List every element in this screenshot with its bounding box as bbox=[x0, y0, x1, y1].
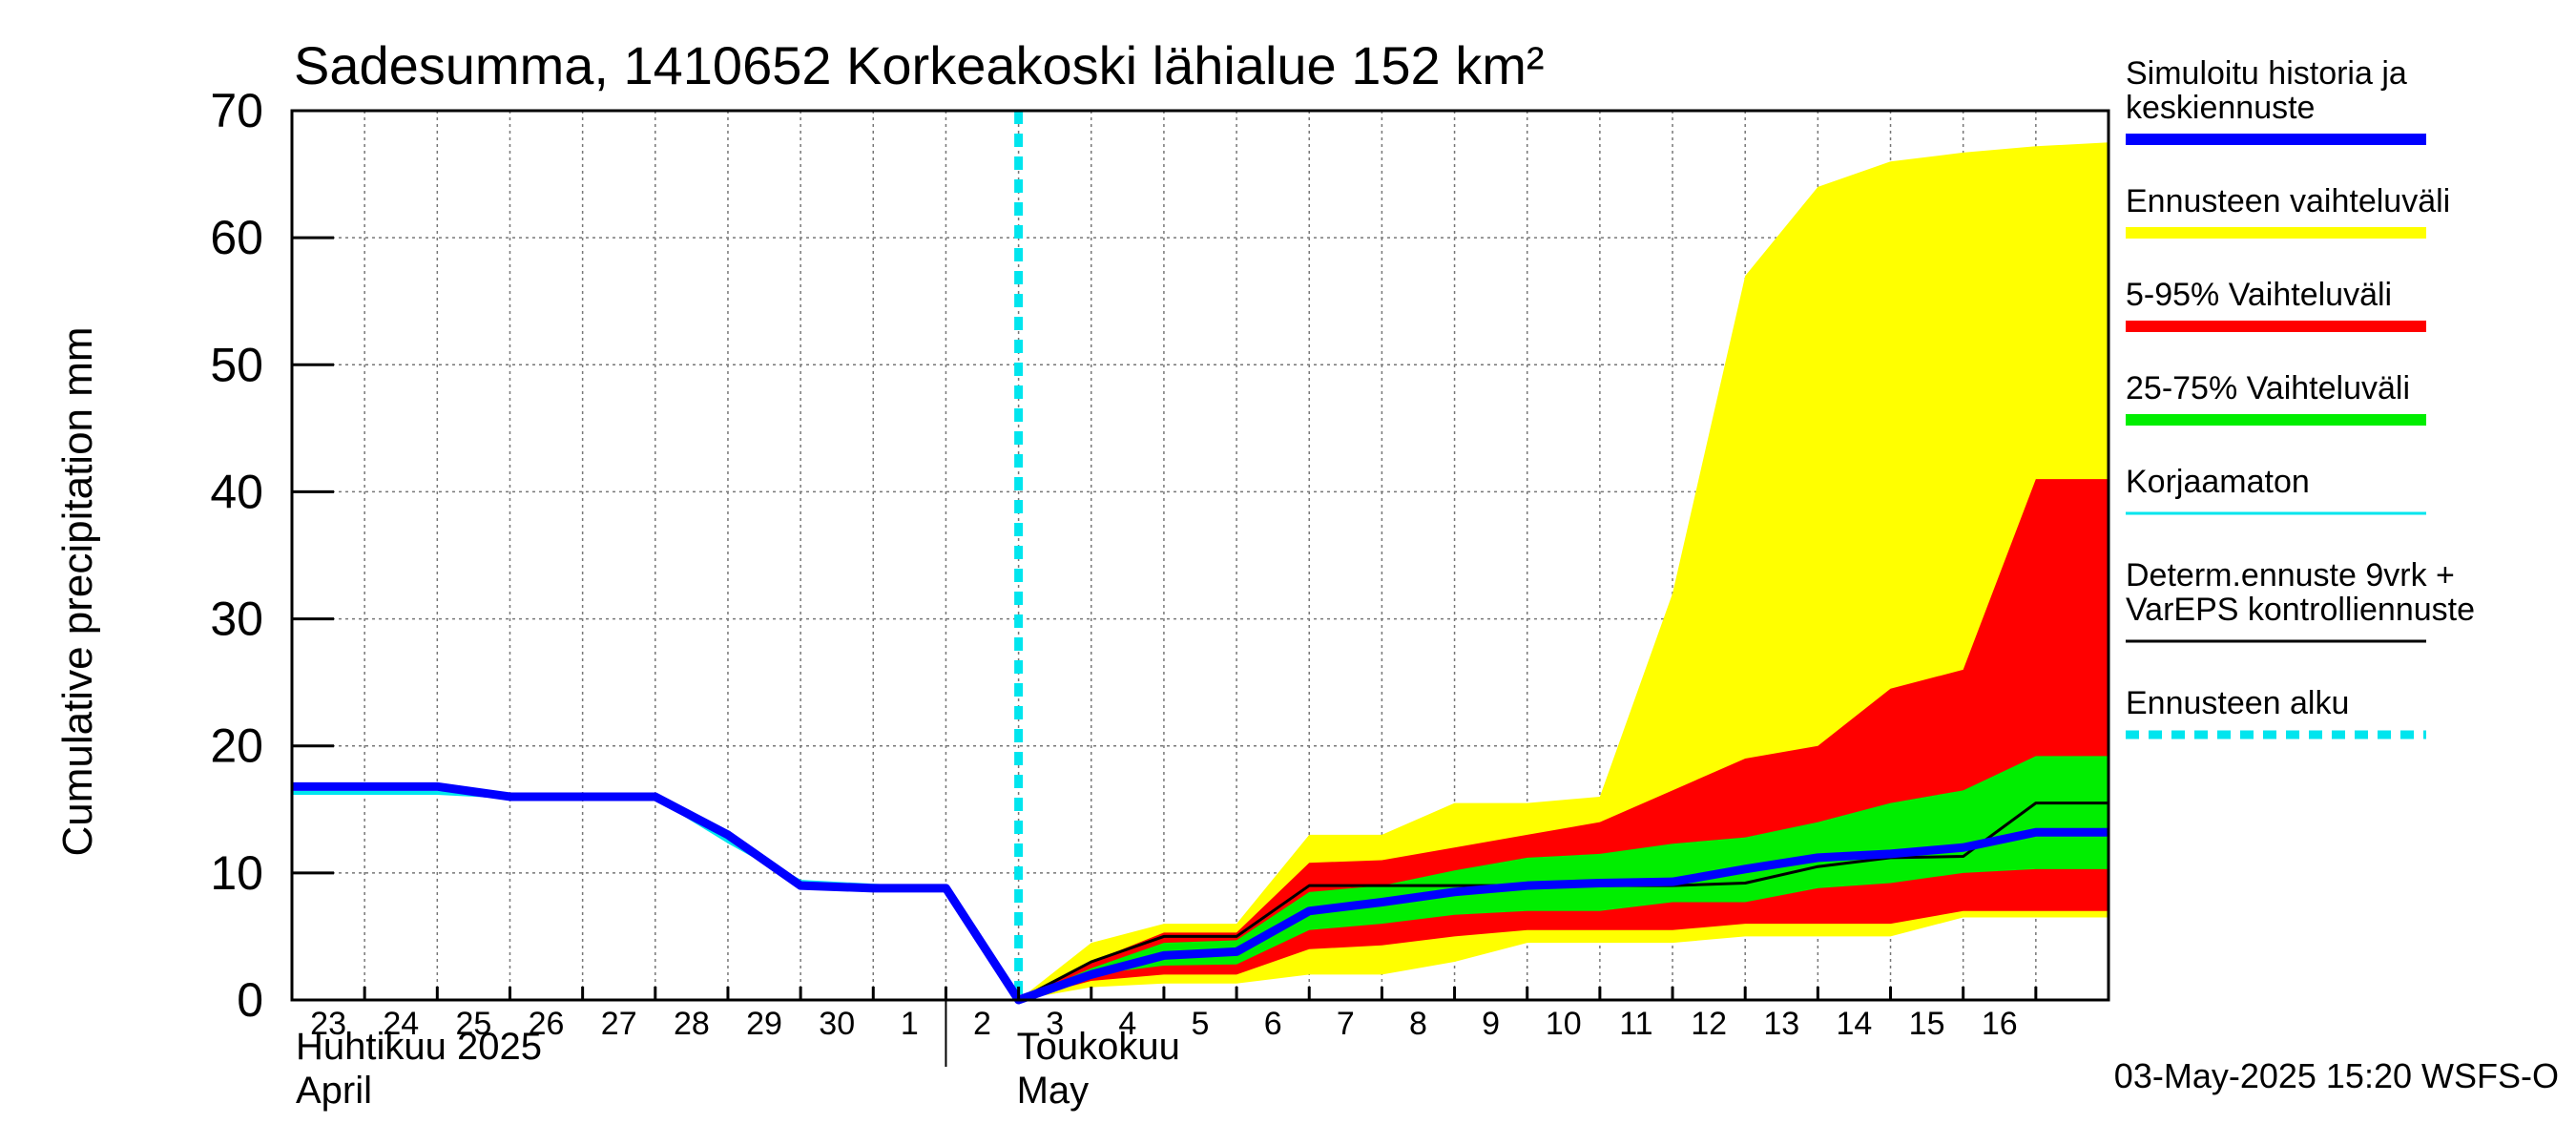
legend-label: Ennusteen vaihteluväli bbox=[2126, 183, 2450, 219]
y-tick-label: 10 bbox=[210, 846, 263, 900]
x-tick-label: 11 bbox=[1619, 1006, 1652, 1042]
x-tick-label: 14 bbox=[1837, 1006, 1873, 1042]
y-tick-label: 40 bbox=[210, 465, 263, 518]
legend-label: 25-75% Vaihteluväli bbox=[2126, 370, 2410, 406]
x-tick-label: 26 bbox=[529, 1006, 565, 1042]
x-tick-label: 8 bbox=[1409, 1006, 1427, 1042]
x-tick-label: 15 bbox=[1909, 1006, 1945, 1042]
x-tick-label: 2 bbox=[973, 1006, 991, 1042]
y-tick-label: 30 bbox=[210, 593, 263, 646]
x-tick-label: 1 bbox=[901, 1006, 919, 1042]
month-label-en: May bbox=[1017, 1070, 1090, 1112]
legend-label: Korjaamaton bbox=[2126, 464, 2310, 500]
legend-label: Simuloitu historia ja bbox=[2126, 55, 2407, 92]
series-lines bbox=[292, 111, 2109, 1005]
forecast-bands bbox=[1018, 142, 2109, 1001]
month-label-en: April bbox=[296, 1070, 372, 1112]
y-ticks: 0 10 20 30 40 50 60 70 bbox=[210, 84, 334, 1027]
x-tick-label: 28 bbox=[674, 1006, 710, 1042]
x-tick-label: 24 bbox=[383, 1006, 419, 1042]
x-tick-label: 27 bbox=[601, 1006, 637, 1042]
x-tick-label: 30 bbox=[819, 1006, 855, 1042]
x-tick-label: 6 bbox=[1264, 1006, 1282, 1042]
footer-timestamp: 03-May-2025 15:20 WSFS-O bbox=[2114, 1056, 2559, 1095]
series-line-uncorrected bbox=[292, 790, 946, 892]
x-tick-label: 23 bbox=[310, 1006, 346, 1042]
x-tick-label: 13 bbox=[1763, 1006, 1799, 1042]
x-tick-label: 3 bbox=[1046, 1006, 1064, 1042]
x-tick-label: 16 bbox=[1982, 1006, 2018, 1042]
chart-title: Sadesumma, 1410652 Korkeakoski lähialue … bbox=[294, 35, 1545, 95]
month-label-fi: Toukokuu bbox=[1017, 1026, 1180, 1068]
y-tick-label: 0 bbox=[237, 973, 263, 1027]
plot-frame bbox=[290, 109, 2110, 1002]
y-tick-label: 20 bbox=[210, 719, 263, 773]
x-tick-label: 12 bbox=[1691, 1006, 1727, 1042]
y-axis-label: Cumulative precipitation mm bbox=[54, 326, 101, 856]
x-tick-label: 25 bbox=[455, 1006, 491, 1042]
x-tick-label: 4 bbox=[1118, 1006, 1136, 1042]
series-line-mean bbox=[292, 781, 2109, 1005]
legend-label: VarEPS kontrolliennuste bbox=[2126, 592, 2475, 628]
legend-label: Ennusteen alku bbox=[2126, 685, 2349, 721]
y-tick-label: 50 bbox=[210, 338, 263, 391]
x-tick-label: 9 bbox=[1482, 1006, 1500, 1042]
x-ticks: 23 24 25 26 27 28 29 30 1 2 3 4 5 6 7 8 9 10 11 12 13 14 15 16 bbox=[290, 987, 2110, 1042]
legend-label: keskiennuste bbox=[2126, 90, 2315, 126]
x-tick-label: 7 bbox=[1337, 1006, 1355, 1042]
month-label-fi: Huhtikuu 2025 bbox=[296, 1026, 542, 1068]
legend-label: 5-95% Vaihteluväli bbox=[2126, 277, 2392, 313]
legend-label: Determ.ennuste 9vrk + bbox=[2126, 557, 2455, 593]
y-tick-label: 60 bbox=[210, 211, 263, 264]
x-tick-label: 5 bbox=[1192, 1006, 1210, 1042]
plot-border bbox=[290, 109, 2110, 1002]
x-tick-label: 10 bbox=[1546, 1006, 1582, 1042]
band-25-75-vaihteluv-li bbox=[1018, 756, 2109, 1000]
y-tick-label: 70 bbox=[210, 84, 263, 137]
x-tick-label: 29 bbox=[746, 1006, 782, 1042]
